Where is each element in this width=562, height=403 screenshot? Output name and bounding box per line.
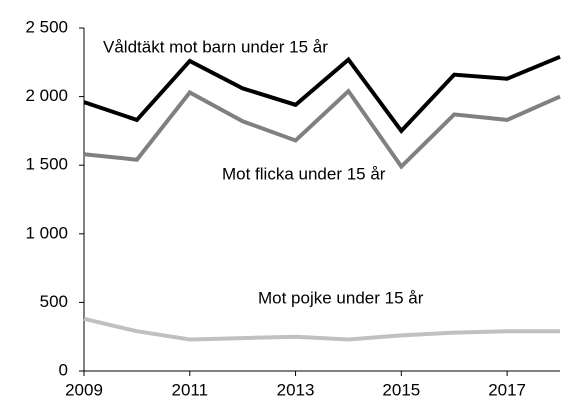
series-label: Våldtäkt mot barn under 15 år <box>103 37 328 56</box>
y-tick-label: 1 000 <box>25 223 68 242</box>
x-tick-label: 2011 <box>171 380 208 399</box>
line <box>83 316 560 342</box>
y-tick-label: 1 500 <box>25 155 68 174</box>
y-tick-label: 2 000 <box>25 86 68 105</box>
y-tick-label: 2 500 <box>25 17 68 36</box>
series-label: Mot flicka under 15 år <box>222 164 386 183</box>
x-tick-label: 2015 <box>382 380 420 399</box>
x-tick-label: 2017 <box>488 380 526 399</box>
line <box>83 88 561 170</box>
line <box>83 54 561 135</box>
x-tick-label: 2009 <box>65 380 103 399</box>
y-tick-label: 0 <box>59 360 68 379</box>
y-tick-label: 500 <box>40 292 68 311</box>
x-tick-label: 2013 <box>277 380 315 399</box>
series-label: Mot pojke under 15 år <box>258 288 424 307</box>
